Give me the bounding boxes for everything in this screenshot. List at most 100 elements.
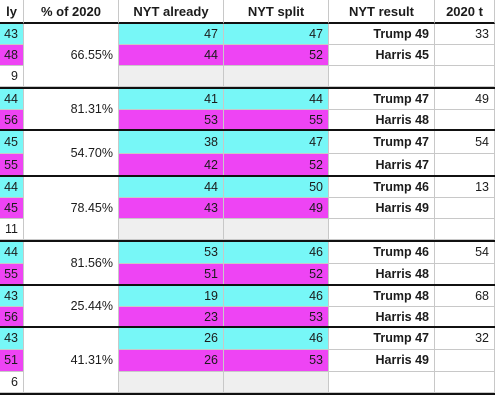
nyt-split-cell[interactable]: 49 bbox=[224, 198, 329, 219]
early-vote-cell[interactable]: 43 bbox=[0, 328, 24, 350]
nyt-already-cell[interactable] bbox=[119, 66, 224, 87]
nyt-split-cell[interactable]: 46 bbox=[224, 328, 329, 350]
nyt-split-cell[interactable]: 47 bbox=[224, 131, 329, 154]
header-nyt-split[interactable]: NYT split bbox=[224, 0, 329, 24]
header-early[interactable]: ly bbox=[0, 0, 24, 24]
nyt-already-cell[interactable]: 23 bbox=[119, 307, 224, 328]
nyt-already-cell[interactable]: 42 bbox=[119, 154, 224, 177]
nyt-already-cell[interactable]: 53 bbox=[119, 242, 224, 264]
nyt-split-cell[interactable]: 46 bbox=[224, 242, 329, 264]
total-2020-cell[interactable] bbox=[435, 45, 495, 66]
early-vote-cell[interactable]: 56 bbox=[0, 110, 24, 131]
nyt-already-cell[interactable]: 19 bbox=[119, 286, 224, 307]
nyt-result-cell[interactable]: Harris 49 bbox=[329, 350, 435, 372]
pct-of-2020-cell[interactable]: 54.70% bbox=[24, 131, 119, 177]
nyt-already-cell[interactable]: 26 bbox=[119, 350, 224, 372]
nyt-already-cell[interactable] bbox=[119, 219, 224, 240]
header-pct-2020[interactable]: % of 2020 bbox=[24, 0, 119, 24]
header-nyt-already[interactable]: NYT already bbox=[119, 0, 224, 24]
total-2020-cell[interactable] bbox=[435, 350, 495, 372]
nyt-split-cell[interactable]: 52 bbox=[224, 45, 329, 66]
nyt-already-cell[interactable]: 41 bbox=[119, 89, 224, 110]
nyt-result-cell[interactable]: Harris 49 bbox=[329, 198, 435, 219]
nyt-already-cell[interactable]: 51 bbox=[119, 264, 224, 286]
nyt-result-cell[interactable]: Trump 47 bbox=[329, 131, 435, 154]
nyt-result-cell[interactable]: Trump 48 bbox=[329, 286, 435, 307]
total-2020-cell[interactable]: 13 bbox=[435, 177, 495, 198]
nyt-split-cell[interactable]: 44 bbox=[224, 89, 329, 110]
nyt-split-cell[interactable]: 46 bbox=[224, 286, 329, 307]
nyt-result-cell[interactable]: Harris 47 bbox=[329, 154, 435, 177]
nyt-result-cell[interactable]: Trump 47 bbox=[329, 328, 435, 350]
nyt-result-cell[interactable]: Harris 48 bbox=[329, 264, 435, 286]
early-vote-cell[interactable]: 6 bbox=[0, 372, 24, 393]
early-vote-cell[interactable]: 55 bbox=[0, 154, 24, 177]
pct-of-2020-cell[interactable]: 41.31% bbox=[24, 328, 119, 393]
header-nyt-result[interactable]: NYT result bbox=[329, 0, 435, 24]
nyt-already-cell[interactable]: 44 bbox=[119, 177, 224, 198]
early-vote-cell[interactable]: 44 bbox=[0, 177, 24, 198]
nyt-result-cell[interactable]: Trump 46 bbox=[329, 177, 435, 198]
total-2020-cell[interactable]: 54 bbox=[435, 242, 495, 264]
nyt-result-cell[interactable] bbox=[329, 66, 435, 87]
total-2020-cell[interactable]: 68 bbox=[435, 286, 495, 307]
nyt-split-cell[interactable] bbox=[224, 372, 329, 393]
pct-of-2020-cell[interactable]: 78.45% bbox=[24, 177, 119, 240]
total-2020-cell[interactable]: 33 bbox=[435, 24, 495, 45]
nyt-result-cell[interactable]: Harris 48 bbox=[329, 307, 435, 328]
nyt-split-cell[interactable] bbox=[224, 219, 329, 240]
nyt-result-cell[interactable] bbox=[329, 219, 435, 240]
nyt-result-cell[interactable] bbox=[329, 372, 435, 393]
nyt-already-cell[interactable]: 43 bbox=[119, 198, 224, 219]
nyt-split-cell[interactable]: 52 bbox=[224, 264, 329, 286]
nyt-result-cell[interactable]: Trump 46 bbox=[329, 242, 435, 264]
total-2020-cell[interactable] bbox=[435, 154, 495, 177]
nyt-already-cell[interactable]: 47 bbox=[119, 24, 224, 45]
nyt-split-cell[interactable] bbox=[224, 66, 329, 87]
early-vote-cell[interactable]: 43 bbox=[0, 286, 24, 307]
total-2020-cell[interactable] bbox=[435, 219, 495, 240]
nyt-split-cell[interactable]: 50 bbox=[224, 177, 329, 198]
nyt-result-cell[interactable]: Trump 47 bbox=[329, 89, 435, 110]
total-2020-cell[interactable] bbox=[435, 66, 495, 87]
early-vote-cell[interactable]: 51 bbox=[0, 350, 24, 372]
early-vote-cell[interactable]: 9 bbox=[0, 66, 24, 87]
total-2020-cell[interactable] bbox=[435, 198, 495, 219]
nyt-result-cell[interactable]: Harris 45 bbox=[329, 45, 435, 66]
nyt-split-cell[interactable]: 53 bbox=[224, 350, 329, 372]
pct-of-2020-cell[interactable]: 25.44% bbox=[24, 286, 119, 328]
nyt-already-cell[interactable]: 26 bbox=[119, 328, 224, 350]
nyt-split-cell[interactable]: 53 bbox=[224, 307, 329, 328]
pct-of-2020-cell[interactable]: 81.56% bbox=[24, 242, 119, 286]
early-vote-cell[interactable]: 43 bbox=[0, 24, 24, 45]
early-vote-cell[interactable]: 45 bbox=[0, 131, 24, 154]
header-2020-total[interactable]: 2020 t bbox=[435, 0, 495, 24]
nyt-already-cell[interactable] bbox=[119, 372, 224, 393]
early-vote-cell[interactable]: 45 bbox=[0, 198, 24, 219]
nyt-already-cell[interactable]: 38 bbox=[119, 131, 224, 154]
total-2020-cell[interactable] bbox=[435, 307, 495, 328]
nyt-already-cell[interactable]: 53 bbox=[119, 110, 224, 131]
total-2020-cell[interactable] bbox=[435, 110, 495, 131]
total-2020-cell[interactable]: 54 bbox=[435, 131, 495, 154]
nyt-split-cell[interactable]: 55 bbox=[224, 110, 329, 131]
early-vote-cell[interactable]: 55 bbox=[0, 264, 24, 286]
nyt-result-cell[interactable]: Trump 49 bbox=[329, 24, 435, 45]
early-vote-cell[interactable]: 56 bbox=[0, 307, 24, 328]
nyt-already-cell[interactable]: 44 bbox=[119, 45, 224, 66]
early-vote-cell[interactable]: 44 bbox=[0, 89, 24, 110]
early-vote-cell[interactable]: 11 bbox=[0, 219, 24, 240]
pct-of-2020-cell[interactable]: 66.55% bbox=[24, 24, 119, 87]
nyt-split-cell[interactable]: 52 bbox=[224, 154, 329, 177]
total-2020-cell[interactable]: 49 bbox=[435, 89, 495, 110]
total-2020-cell[interactable] bbox=[435, 372, 495, 393]
block-separator bbox=[0, 284, 495, 286]
early-vote-cell[interactable]: 48 bbox=[0, 45, 24, 66]
total-2020-cell[interactable]: 32 bbox=[435, 328, 495, 350]
nyt-split-cell[interactable]: 47 bbox=[224, 24, 329, 45]
pct-of-2020-cell[interactable]: 81.31% bbox=[24, 89, 119, 131]
nyt-result-cell[interactable]: Harris 48 bbox=[329, 110, 435, 131]
early-vote-cell[interactable]: 44 bbox=[0, 242, 24, 264]
total-2020-cell[interactable] bbox=[435, 264, 495, 286]
